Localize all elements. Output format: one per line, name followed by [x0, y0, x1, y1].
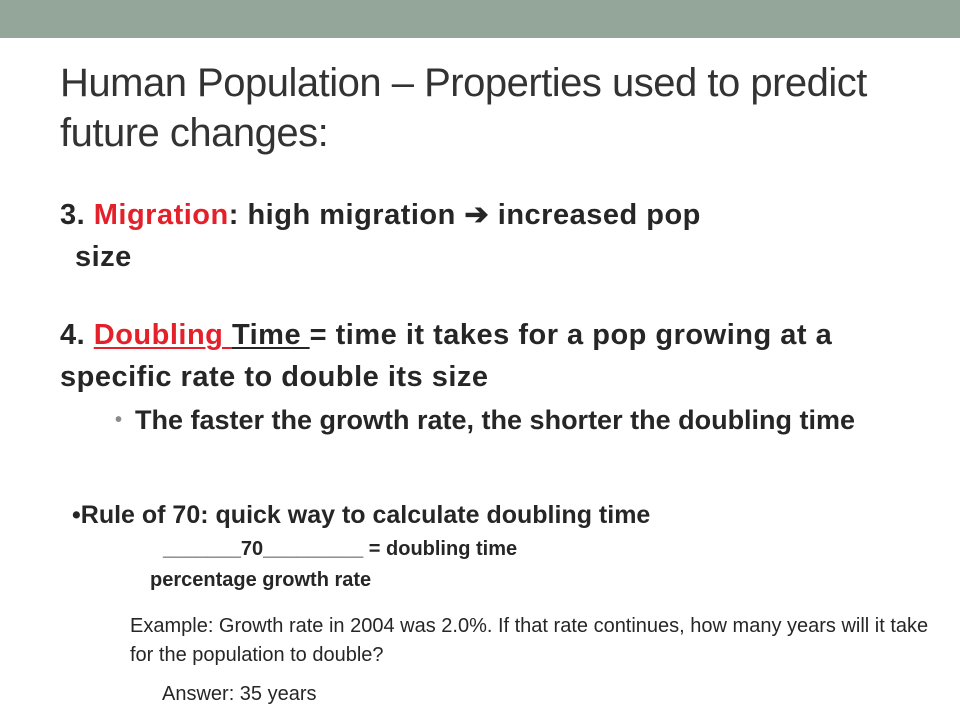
item-doubling-time: 4. Doubling Time = time it takes for a p…: [60, 314, 940, 398]
bullet-icon: •: [115, 409, 123, 431]
arrow-icon: ➔: [464, 199, 490, 231]
term-time: Time: [231, 319, 310, 351]
example-text: Example: Growth rate in 2004 was 2.0%. I…: [130, 615, 929, 666]
sub-bullet-growth-rate: • The faster the growth rate, the shorte…: [115, 400, 895, 440]
rule-term: Rule of 70: [80, 501, 201, 529]
formula-denominator: percentage growth rate: [150, 569, 372, 591]
example-answer: Answer: 35 years: [162, 683, 317, 705]
item-text: : high migration: [228, 199, 465, 231]
top-bar: [0, 0, 960, 38]
item-migration: 3. Migration: high migration ➔ increased…: [60, 194, 930, 278]
formula-numerator: _______70_________: [163, 538, 364, 560]
term-migration: Migration: [93, 199, 229, 231]
slide-title: Human Population – Properties used to pr…: [60, 61, 867, 155]
term-doubling: Doubling: [93, 319, 232, 351]
item-text: size: [75, 241, 132, 273]
formula-numerator-line: _______70_________ = doubling time: [163, 535, 517, 563]
item-number: 3.: [60, 199, 94, 231]
rule-of-70: •Rule of 70: quick way to calculate doub…: [72, 498, 932, 532]
item-number: 4.: [60, 319, 94, 351]
formula-equals: = doubling time: [363, 538, 518, 560]
rule-text: : quick way to calculate doubling time: [200, 501, 651, 529]
sub-bullet-text: The faster the growth rate, the shorter …: [135, 405, 856, 435]
bullet-icon: •: [72, 501, 81, 529]
item-text: increased pop: [489, 199, 701, 231]
item-text: = time it takes for a pop growing at a s…: [60, 319, 833, 393]
